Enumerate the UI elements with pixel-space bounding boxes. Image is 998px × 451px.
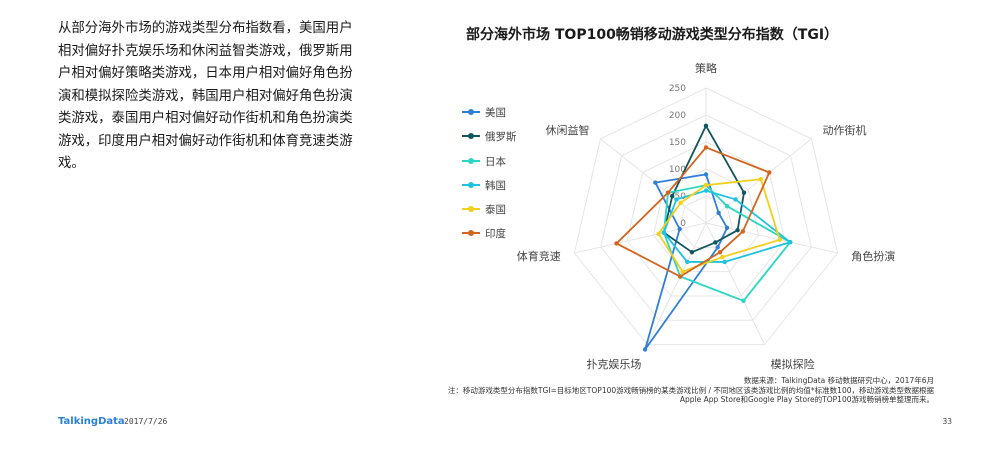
axis-label: 策略	[695, 61, 717, 75]
series-line	[662, 189, 792, 263]
legend-dot	[468, 109, 474, 115]
formula-note-2: Apple App Store和Google Play Store的TOP100…	[679, 395, 934, 404]
legend-dot	[468, 181, 474, 188]
tick-label: 50	[675, 192, 687, 202]
data-point	[740, 229, 746, 234]
data-point	[642, 347, 648, 352]
axis-label: 动作街机	[822, 123, 866, 137]
data-point	[724, 203, 730, 209]
series-line	[662, 124, 745, 254]
source-notes: 数据来源：TalkingData 移动数据研究中心，2017年6月 注：移动游戏…	[448, 376, 934, 405]
axis-label: 模拟探险	[771, 357, 815, 371]
axis-label: 角色扮演	[851, 249, 895, 263]
legend-label: 俄罗斯	[485, 131, 517, 144]
data-point	[678, 200, 683, 205]
data-point	[722, 259, 727, 265]
data-point	[720, 254, 725, 260]
grid-spoke	[574, 222, 707, 254]
data-point	[703, 183, 709, 188]
data-point	[788, 240, 793, 245]
series-line	[615, 146, 771, 278]
legend-label: 泰国	[485, 204, 506, 217]
data-point	[703, 145, 709, 150]
footer-date: 2017/7/26	[124, 417, 168, 426]
data-point	[674, 197, 679, 202]
legend-dot	[468, 230, 474, 237]
grid-ring	[573, 87, 839, 346]
page-number: 33	[942, 417, 952, 426]
tick-label: 250	[669, 84, 686, 94]
data-point	[678, 274, 683, 279]
data-point	[665, 190, 671, 195]
data-point	[724, 225, 730, 231]
data-point	[685, 259, 690, 265]
source-note: 数据来源：TalkingData 移动数据研究中心，2017年6月	[743, 376, 934, 385]
data-point	[703, 188, 709, 193]
data-point	[741, 298, 746, 304]
data-point	[717, 249, 723, 255]
series-line	[657, 178, 781, 273]
data-point	[713, 240, 718, 245]
grid-spoke	[646, 222, 707, 345]
data-point	[735, 228, 740, 233]
series-line	[662, 184, 792, 302]
data-point	[677, 226, 682, 232]
data-point	[653, 180, 658, 185]
legend-label: 美国	[485, 107, 506, 119]
axis-label: 扑克娱乐场	[586, 357, 641, 371]
data-point	[716, 210, 721, 216]
brand-logo: TalkingData	[58, 416, 125, 427]
data-point	[741, 190, 747, 195]
data-point	[614, 241, 619, 246]
data-point	[703, 172, 709, 177]
data-point	[656, 231, 661, 237]
formula-note: 注：移动游戏类型分布指数TGI=目标地区TOP100游戏畅销榜的某类游戏比例 /…	[447, 385, 934, 395]
intro-paragraph: 从部分海外市场的游戏类型分布指数看，美国用户相对偏好扑克娱乐场和休闲益智类游戏，…	[58, 21, 353, 171]
data-point	[689, 249, 695, 255]
legend-dot	[468, 133, 474, 140]
data-point	[680, 269, 685, 274]
tick-label: 0	[680, 219, 686, 229]
grid-spoke	[705, 138, 812, 224]
legend-dot	[468, 206, 474, 213]
axis-label: 休闲益智	[546, 123, 590, 137]
grid-spoke	[600, 138, 707, 224]
legend-label: 日本	[485, 155, 506, 168]
data-point	[715, 245, 720, 250]
tick-label: 200	[669, 111, 686, 121]
series-line	[644, 173, 728, 351]
chart-title: 部分海外市场 TOP100畅销移动游戏类型分布指数（TGI）	[466, 27, 839, 43]
data-point	[767, 170, 772, 175]
tick-label: 150	[669, 138, 686, 148]
data-point	[703, 123, 709, 128]
grid-ring	[600, 114, 812, 321]
grid-ring	[626, 141, 786, 297]
legend-label: 印度	[485, 228, 506, 241]
data-point	[733, 197, 738, 202]
axis-label: 体育竞速	[517, 249, 561, 263]
legend-dot	[468, 157, 474, 164]
data-point	[758, 177, 764, 182]
legend-label: 韩国	[485, 179, 506, 192]
tick-label: 100	[669, 165, 686, 175]
data-point	[670, 193, 675, 199]
data-point	[661, 230, 667, 235]
data-point	[777, 237, 782, 243]
